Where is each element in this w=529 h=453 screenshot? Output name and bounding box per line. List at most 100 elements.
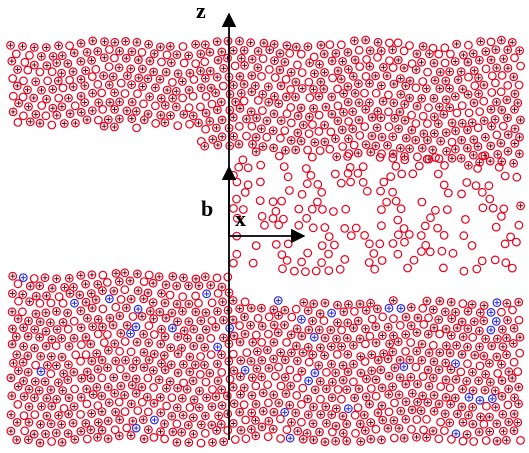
atom-marker: [238, 205, 248, 214]
atom-cross: [89, 358, 95, 364]
atom-cross: [338, 76, 344, 82]
atom-marker: [304, 77, 314, 87]
atom-cross: [345, 302, 351, 307]
atom-cross: [379, 385, 385, 391]
atom-cross: [127, 278, 133, 284]
atom-marker: [301, 267, 310, 277]
atom-marker: [18, 307, 27, 317]
atom-cross: [147, 58, 153, 64]
atom-cross: [271, 392, 277, 398]
atom-cross: [499, 159, 505, 165]
atom-cross: [396, 126, 402, 132]
atom-cross: [167, 43, 173, 49]
atom-cross: [179, 429, 185, 435]
atom-cross: [431, 325, 437, 331]
atom-cross: [364, 376, 369, 382]
atom-cross: [145, 111, 151, 117]
atom-marker: [503, 400, 513, 410]
atom-marker: [330, 169, 340, 179]
atom-marker: [507, 263, 517, 273]
atom-cross: [48, 421, 54, 427]
atom-cross: [369, 114, 375, 120]
atom-cross: [61, 371, 67, 376]
atom-cross: [187, 354, 193, 360]
atom-cross: [59, 439, 65, 445]
atom-marker: [388, 63, 398, 72]
atom-marker: [386, 172, 396, 182]
atom-cross: [321, 51, 327, 57]
atom-cross: [173, 104, 179, 110]
atom-cross: [435, 121, 441, 127]
atom-cross: [82, 83, 88, 89]
atom-cross: [37, 319, 43, 325]
atom-cross: [8, 412, 14, 418]
atom-cross: [60, 388, 66, 393]
atom-marker: [292, 373, 302, 383]
atom-marker: [414, 161, 424, 171]
atom-cross: [237, 306, 243, 312]
atom-cross: [453, 128, 458, 134]
atom-cross: [398, 408, 404, 414]
atom-cross: [312, 140, 318, 145]
atom-cross: [505, 65, 511, 71]
atom-cross: [345, 406, 351, 412]
atom-cross: [95, 366, 101, 372]
atom-cross: [517, 134, 522, 140]
atom-cross: [378, 367, 384, 373]
atom-marker: [242, 131, 251, 141]
atom-cross: [401, 435, 407, 441]
atom-marker: [369, 249, 379, 258]
atom-cross: [494, 65, 500, 71]
atom-cross: [335, 118, 341, 124]
atom-marker: [14, 296, 23, 306]
atom-marker: [282, 109, 292, 119]
atom-cross: [133, 376, 139, 382]
atom-cross: [124, 108, 130, 114]
atom-marker: [115, 346, 124, 356]
atom-cross: [407, 357, 413, 363]
atom-cross: [424, 298, 430, 304]
atom-cross: [16, 368, 21, 373]
atom-cross: [432, 77, 438, 83]
atom-marker: [286, 118, 296, 128]
atom-marker: [217, 368, 227, 377]
atom-marker: [59, 404, 69, 413]
atom-marker: [317, 258, 327, 268]
atom-marker: [213, 288, 223, 298]
atom-cross: [71, 369, 77, 375]
atom-cross: [341, 109, 346, 115]
atom-marker: [201, 91, 211, 101]
atom-cross: [62, 285, 67, 290]
atom-marker: [481, 64, 491, 74]
atom-cross: [13, 334, 19, 340]
atom-marker: [98, 304, 108, 314]
atom-marker: [18, 92, 28, 102]
atom-cross: [317, 61, 322, 67]
atom-marker: [285, 48, 295, 58]
atom-cross: [66, 275, 72, 281]
atom-cross: [168, 345, 174, 351]
atom-cross: [123, 374, 129, 380]
atom-marker: [482, 401, 491, 411]
atom-cross: [271, 307, 277, 313]
atom-marker: [338, 142, 348, 151]
atom-cross: [78, 76, 84, 82]
atom-cross: [288, 138, 294, 143]
atom-cross: [397, 357, 403, 363]
atom-cross: [379, 437, 384, 443]
atom-cross: [259, 374, 265, 380]
atom-cross: [21, 394, 27, 399]
atom-cross: [202, 42, 208, 48]
atom-marker: [371, 391, 381, 401]
atom-cross: [488, 107, 494, 112]
atom-marker: [469, 437, 479, 446]
atom-cross: [414, 51, 420, 57]
atom-cross: [218, 421, 224, 427]
atom-cross: [9, 58, 15, 64]
atom-cross: [505, 317, 510, 323]
atom-marker: [207, 99, 217, 109]
atom-cross: [357, 336, 363, 342]
atom-cross: [221, 335, 226, 341]
atom-cross: [101, 123, 107, 129]
atom-cross: [373, 324, 379, 330]
